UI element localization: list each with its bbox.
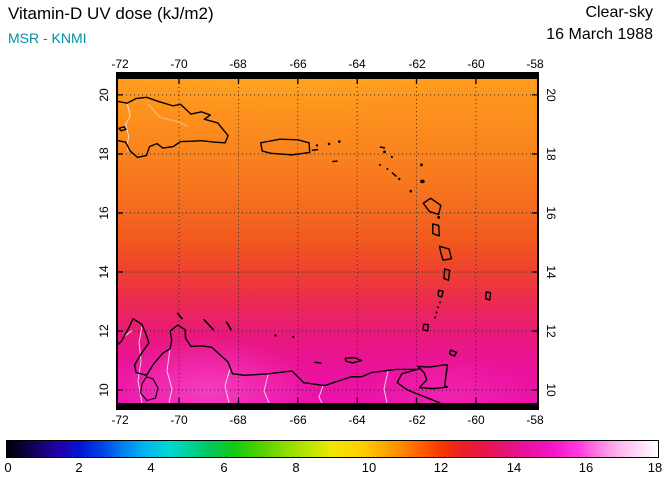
gonave-island xyxy=(118,126,127,132)
map-canvas xyxy=(118,79,537,403)
lon-tick-bottom: -70 xyxy=(170,413,188,427)
colorbar-tick: 10 xyxy=(361,460,377,475)
lon-tick-top: -62 xyxy=(408,57,426,71)
lon-tick-top: -70 xyxy=(170,57,188,71)
colorbar-tick: 18 xyxy=(647,460,663,475)
map-subtitle: MSR - KNMI xyxy=(8,30,87,46)
lat-tick-left: 20 xyxy=(97,88,111,102)
colorbar-tick: 6 xyxy=(220,460,228,475)
lon-tick-bottom: -72 xyxy=(111,413,129,427)
colorbar-gradient xyxy=(6,440,659,458)
lon-tick-bottom: -68 xyxy=(229,413,247,427)
south-america-coast xyxy=(118,317,441,403)
lake-maracaibo xyxy=(139,376,159,402)
lat-tick-right: 10 xyxy=(544,383,558,397)
country-borders xyxy=(123,103,389,403)
lon-tick-bottom: -58 xyxy=(526,413,544,427)
colorbar-tick: 0 xyxy=(4,460,12,475)
lat-tick-left: 14 xyxy=(97,265,111,279)
lon-tick-top: -64 xyxy=(348,57,366,71)
coastlines xyxy=(118,96,492,403)
lon-tick-top: -66 xyxy=(289,57,307,71)
lat-tick-left: 16 xyxy=(97,206,111,220)
lon-tick-bottom: -64 xyxy=(348,413,366,427)
lat-tick-right: 14 xyxy=(544,265,558,279)
page-title: Vitamin-D UV dose (kJ/m2) xyxy=(8,4,214,23)
lon-tick-top: -68 xyxy=(229,57,247,71)
puerto-rico-coast xyxy=(260,138,311,156)
barbados xyxy=(484,291,492,301)
lon-tick-bottom: -60 xyxy=(467,413,485,427)
axis-ticks xyxy=(118,79,537,403)
trinidad-coast xyxy=(417,364,449,390)
lat-tick-right: 12 xyxy=(544,324,558,338)
lat-tick-left: 10 xyxy=(97,383,111,397)
lon-tick-bottom: -66 xyxy=(289,413,307,427)
date-label: 16 March 1988 xyxy=(546,26,653,43)
lon-tick-bottom: -62 xyxy=(408,413,426,427)
small-island-dashes xyxy=(311,146,397,364)
hispaniola-coast xyxy=(118,96,229,159)
island-dots xyxy=(274,140,441,338)
lat-tick-right: 18 xyxy=(544,147,558,161)
dominica xyxy=(432,223,440,237)
grenada xyxy=(422,323,429,332)
colorbar-tick: 14 xyxy=(506,460,522,475)
lat-tick-right: 16 xyxy=(544,206,558,220)
grid-lines xyxy=(118,79,537,403)
lat-tick-left: 18 xyxy=(97,147,111,161)
map-plot-area xyxy=(116,72,539,410)
lon-tick-top: -72 xyxy=(111,57,129,71)
lat-tick-left: 12 xyxy=(97,324,111,338)
lon-tick-top: -60 xyxy=(467,57,485,71)
colorbar-tick: 8 xyxy=(292,460,300,475)
colorbar-tick: 16 xyxy=(578,460,594,475)
sky-condition-label: Clear-sky xyxy=(585,4,653,21)
martinique xyxy=(438,245,453,261)
map-hotspots xyxy=(118,79,537,403)
lat-tick-right: 20 xyxy=(544,88,558,102)
st-lucia xyxy=(443,268,451,281)
colorbar-tick: 12 xyxy=(433,460,449,475)
colorbar-tick: 4 xyxy=(147,460,155,475)
st-vincent xyxy=(437,289,444,298)
lon-tick-top: -58 xyxy=(526,57,544,71)
abc-islands xyxy=(176,312,232,331)
margarita-island xyxy=(344,356,363,364)
colorbar-tick: 2 xyxy=(75,460,83,475)
tobago xyxy=(449,349,458,357)
guadeloupe xyxy=(422,197,442,216)
